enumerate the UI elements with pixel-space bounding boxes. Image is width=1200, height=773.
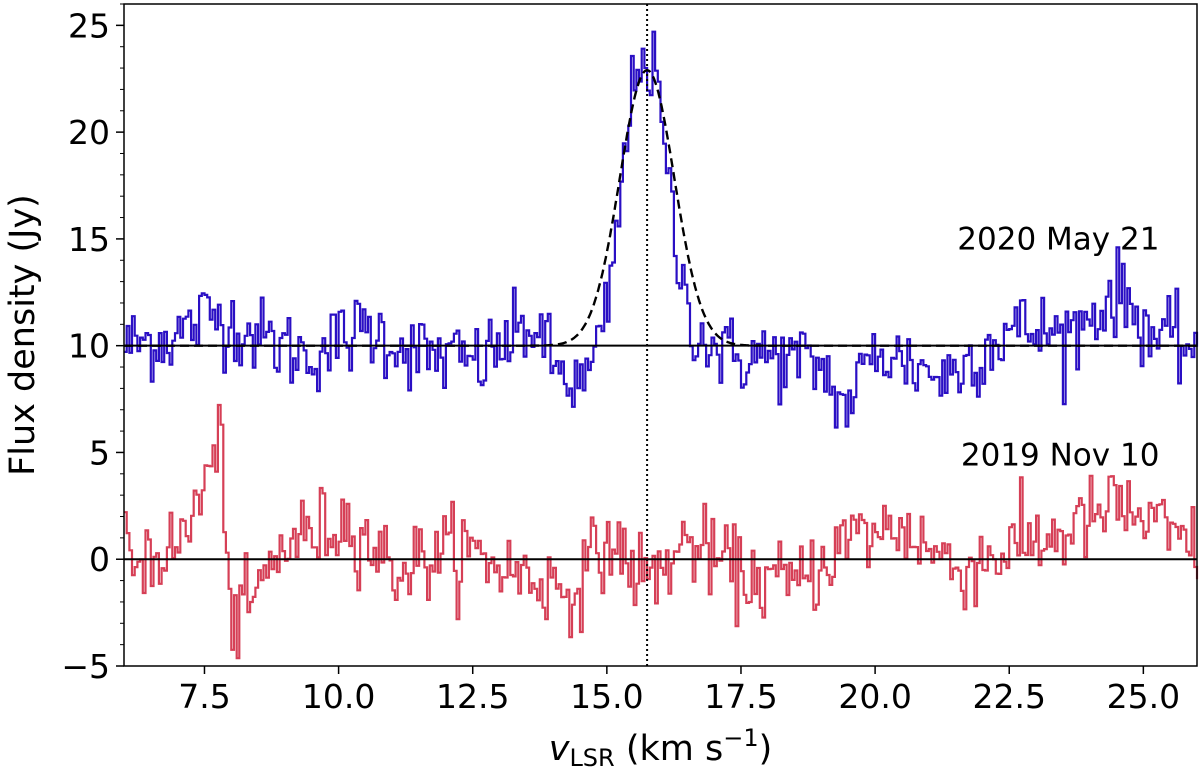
y-tick-label: 0 [89, 540, 110, 579]
x-label-subscript: LSR [569, 744, 614, 772]
annotation-2020-may-21: 2020 May 21 [957, 222, 1159, 258]
x-axis-label: vLSR (km s−1) [549, 724, 773, 772]
x-tick-label: 7.5 [178, 677, 230, 716]
y-tick-label: 5 [89, 433, 110, 472]
x-label-close: ) [759, 729, 773, 769]
series-layer [124, 30, 1199, 660]
x-tick-label: 10.0 [302, 677, 375, 716]
plot-frame [123, 3, 1198, 667]
x-tick-label: 22.5 [972, 677, 1045, 716]
y-axis-label: Flux density (Jy) [3, 194, 43, 476]
axis-ticks: 7.5 10.0 12.5 15.0 17.5 20.0 22.5 25.0 −5 0 5 10 15 2… [61, 3, 1180, 716]
x-label-symbol: v [549, 729, 571, 769]
y-tick-label: −5 [61, 647, 110, 686]
y-tick-label: 15 [68, 220, 110, 259]
x-tick-label: 20.0 [838, 677, 911, 716]
annotation-2019-nov-10: 2019 Nov 10 [961, 437, 1160, 473]
series-line-0 [124, 30, 1199, 429]
y-tick-label: 20 [68, 113, 110, 152]
x-tick-label: 15.0 [570, 677, 643, 716]
x-label-exponent: −1 [723, 724, 758, 752]
x-tick-label: 12.5 [436, 677, 509, 716]
series-line-1 [124, 403, 1199, 660]
x-label-unit: (km s [615, 729, 724, 769]
x-tick-label: 17.5 [704, 677, 777, 716]
reference-lines [124, 4, 1197, 666]
y-tick-label: 25 [68, 6, 110, 45]
y-tick-label: 10 [68, 327, 110, 366]
x-tick-label: 25.0 [1107, 677, 1180, 716]
